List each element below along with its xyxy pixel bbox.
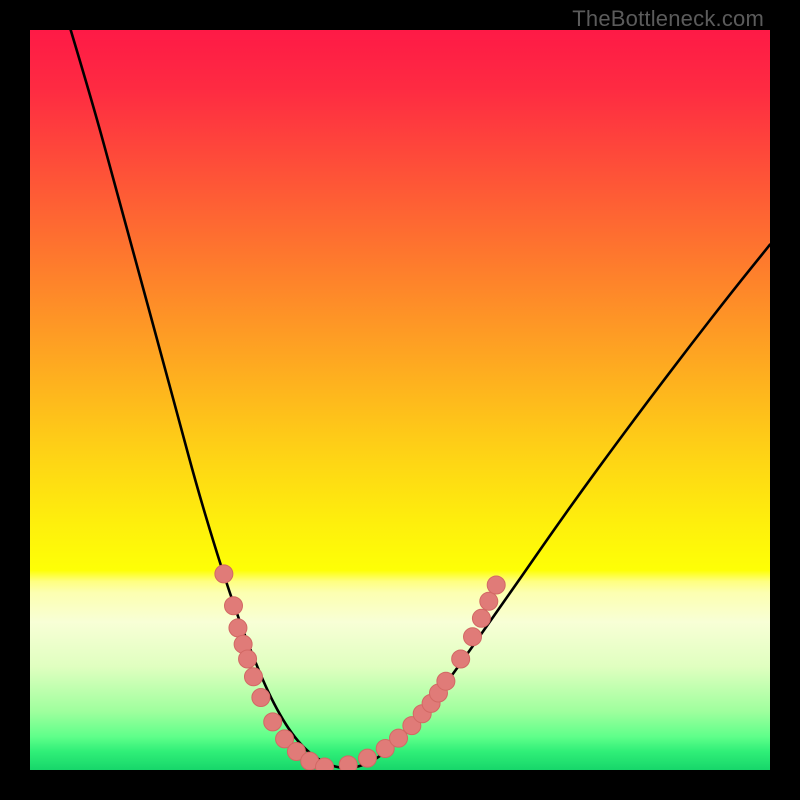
curve-marker <box>225 597 243 615</box>
chart-frame: TheBottleneck.com <box>0 0 800 800</box>
curve-marker <box>358 749 376 767</box>
curve-marker <box>252 688 270 706</box>
gradient-background <box>30 30 770 770</box>
curve-marker <box>452 650 470 668</box>
curve-marker <box>215 565 233 583</box>
curve-marker <box>339 756 357 770</box>
curve-marker <box>264 713 282 731</box>
curve-marker <box>229 619 247 637</box>
curve-marker <box>472 609 490 627</box>
curve-marker <box>239 650 257 668</box>
curve-marker <box>487 576 505 594</box>
plot-area <box>30 30 770 770</box>
curve-marker <box>480 592 498 610</box>
watermark-text: TheBottleneck.com <box>572 6 764 32</box>
curve-marker <box>244 668 262 686</box>
curve-marker <box>437 672 455 690</box>
curve-marker <box>464 628 482 646</box>
plot-svg <box>30 30 770 770</box>
